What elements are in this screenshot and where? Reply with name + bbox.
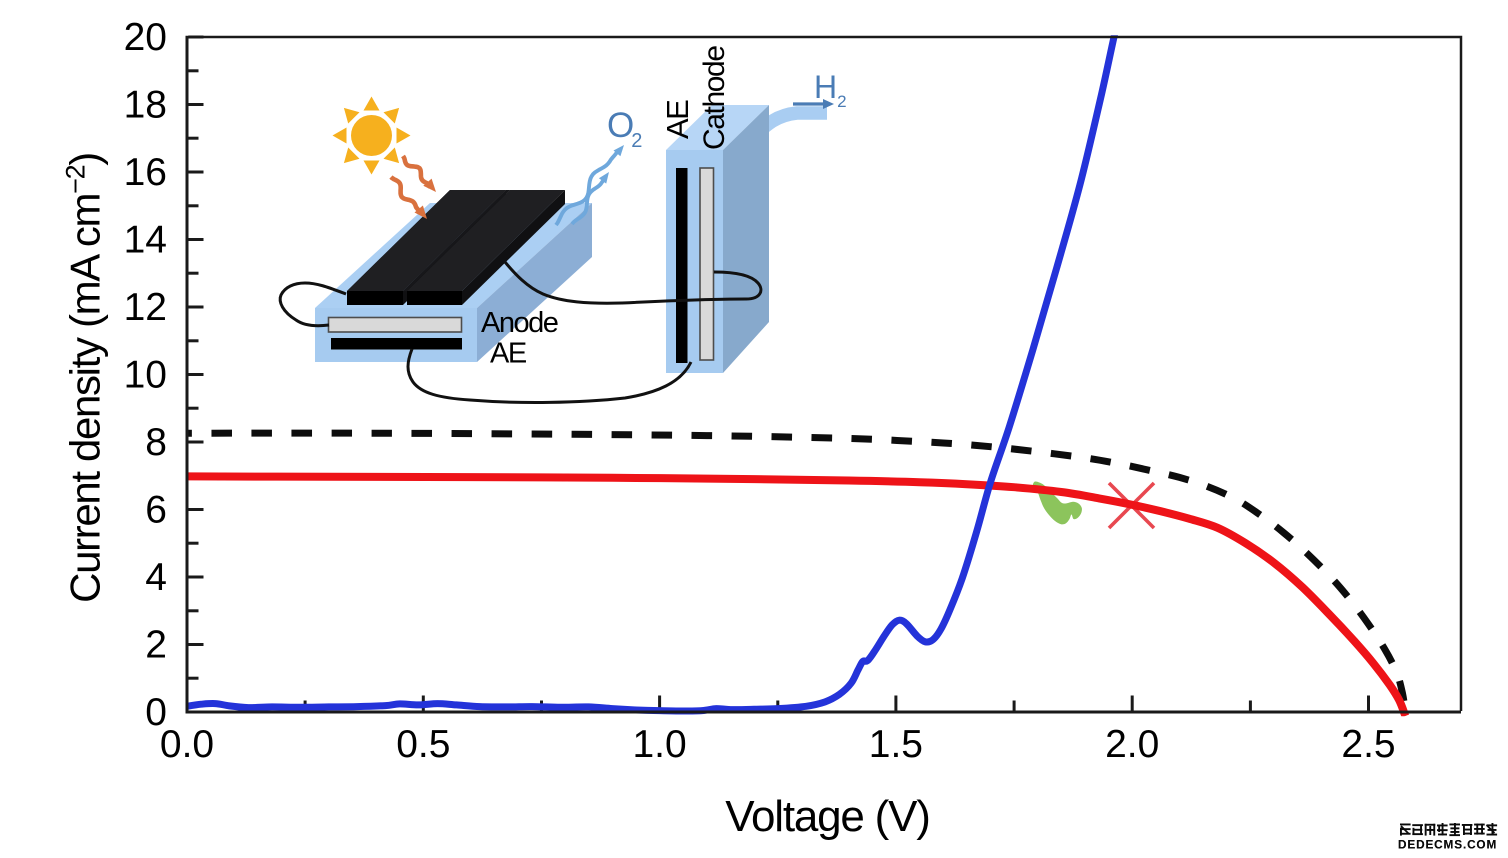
svg-text:DEDECMS.COM: DEDECMS.COM bbox=[1398, 838, 1497, 852]
svg-text:14: 14 bbox=[124, 219, 167, 262]
svg-text:10: 10 bbox=[124, 354, 167, 397]
svg-text:2.0: 2.0 bbox=[1105, 723, 1159, 766]
svg-text:DEDECMS.COM: DEDECMS.COM bbox=[1398, 838, 1497, 852]
svg-text:2: 2 bbox=[145, 624, 167, 667]
svg-text:Anode: Anode bbox=[481, 307, 558, 339]
svg-text:Cathode: Cathode bbox=[698, 46, 731, 150]
svg-text:12: 12 bbox=[124, 286, 167, 329]
svg-text:6: 6 bbox=[145, 489, 167, 532]
svg-text:0.0: 0.0 bbox=[160, 723, 214, 766]
svg-text:1.0: 1.0 bbox=[632, 723, 686, 766]
svg-text:20: 20 bbox=[124, 16, 167, 59]
svg-text:0.5: 0.5 bbox=[396, 723, 450, 766]
svg-text:AE: AE bbox=[490, 338, 527, 370]
svg-text:18: 18 bbox=[124, 84, 167, 127]
svg-text:0: 0 bbox=[145, 691, 167, 734]
svg-text:1.5: 1.5 bbox=[869, 723, 923, 766]
svg-text:4: 4 bbox=[145, 556, 167, 599]
svg-text:Voltage (V): Voltage (V) bbox=[725, 792, 929, 841]
svg-text:8: 8 bbox=[145, 421, 167, 464]
svg-text:16: 16 bbox=[124, 151, 167, 194]
svg-text:2.5: 2.5 bbox=[1341, 723, 1395, 766]
svg-text:Current density (mA cm−2): Current density (mA cm−2) bbox=[61, 153, 109, 603]
svg-text:AE: AE bbox=[660, 100, 695, 139]
